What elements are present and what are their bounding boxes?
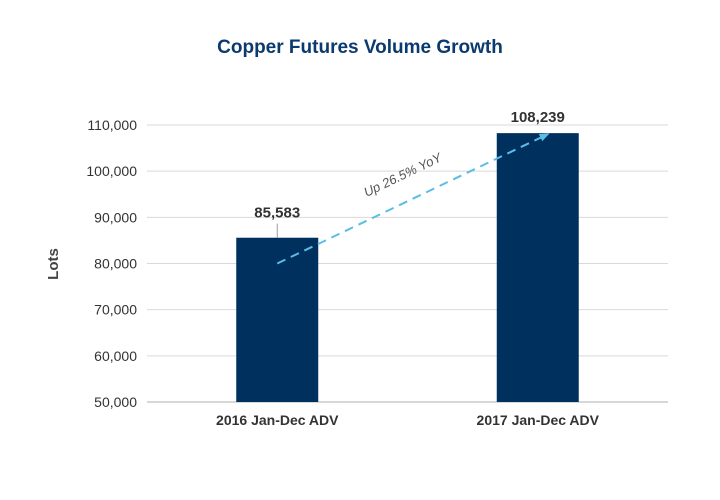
- bar: [236, 237, 319, 402]
- data-label: 108,239: [511, 109, 565, 126]
- y-tick-label: 60,000: [94, 348, 137, 364]
- data-labels: 85,583 108,239: [254, 109, 565, 238]
- growth-arrow: [276, 133, 550, 265]
- y-tick-label: 70,000: [94, 302, 137, 318]
- chart-title: Copper Futures Volume Growth: [217, 37, 503, 58]
- data-label: 85,583: [254, 205, 300, 222]
- x-tick-label: 2017 Jan-Dec ADV: [477, 412, 600, 428]
- y-tick-label: 50,000: [94, 394, 137, 410]
- y-axis-label: Lots: [45, 248, 62, 280]
- y-tick-label: 110,000: [87, 117, 137, 133]
- bars: [236, 133, 579, 402]
- y-tick-label: 90,000: [94, 209, 137, 225]
- y-axis-ticks: 50,000 60,000 70,000 80,000 90,000 100,000 110…: [86, 117, 137, 410]
- y-tick-label: 100,000: [86, 163, 137, 179]
- gridlines: [147, 124, 668, 403]
- x-axis-ticks: 2016 Jan-Dec ADV 2017 Jan-Dec ADV: [216, 412, 600, 428]
- bar: [496, 133, 579, 402]
- growth-annotation-text: Up 26.5% YoY: [361, 149, 445, 199]
- x-tick-label: 2016 Jan-Dec ADV: [216, 412, 339, 428]
- y-tick-label: 80,000: [94, 256, 137, 272]
